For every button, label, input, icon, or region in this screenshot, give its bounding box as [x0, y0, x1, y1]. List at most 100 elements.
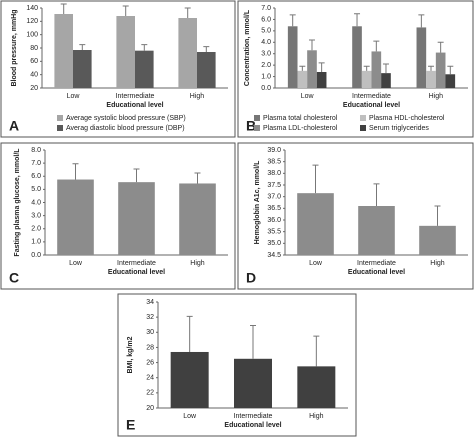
error-bar — [418, 14, 425, 28]
error-bar — [313, 335, 320, 367]
error-bar — [79, 44, 86, 50]
y-tick-label: 20 — [30, 85, 38, 92]
error-bar — [318, 62, 325, 72]
bar — [57, 179, 94, 255]
error-bar — [363, 65, 370, 71]
x-tick-label: High — [430, 260, 445, 267]
error-bar — [373, 40, 380, 52]
x-tick-label: Intermediate — [357, 260, 396, 267]
error-bar — [373, 183, 380, 206]
y-tick-label: 3.0 — [261, 51, 271, 58]
bar — [170, 351, 209, 408]
error-bar — [203, 46, 210, 52]
y-tick-label: 120 — [26, 18, 38, 25]
bar — [116, 16, 135, 88]
y-tick-label: 34 — [146, 299, 154, 306]
x-tick-label: Low — [301, 93, 315, 100]
error-bar — [122, 5, 129, 16]
y-tick-label: 38.0 — [267, 170, 281, 177]
y-tick-label: 40 — [30, 72, 38, 79]
bar — [419, 225, 456, 255]
bar — [426, 70, 436, 88]
y-tick-label: 39.0 — [267, 147, 281, 154]
error-bar — [308, 39, 315, 51]
legend-label: Serum triglycerides — [369, 125, 429, 132]
panel-label: E — [126, 417, 135, 433]
y-tick-label: 26 — [146, 359, 154, 366]
y-tick-label: 0.0 — [31, 252, 41, 259]
y-axis-title: Blood pressure, mmHg — [11, 9, 18, 86]
y-axis-title: Fasting plasma glucose, mmol/L — [14, 148, 21, 257]
y-tick-label: 3.0 — [31, 212, 41, 219]
y-tick-label: 1.0 — [261, 73, 271, 80]
y-tick-label: 20 — [146, 405, 154, 412]
y-tick-label: 4.0 — [31, 199, 41, 206]
y-tick-label: 140 — [26, 5, 38, 12]
x-axis-title: Educational level — [224, 422, 281, 429]
legend-label: Plasma total cholesterol — [263, 115, 338, 122]
y-tick-label: 5.0 — [31, 186, 41, 193]
bar — [297, 366, 336, 408]
bar — [361, 70, 372, 88]
bar — [287, 26, 298, 89]
panel-frame — [0, 142, 236, 290]
bar — [118, 182, 155, 255]
bar — [352, 26, 362, 89]
bar — [371, 51, 382, 88]
x-tick-label: High — [190, 260, 205, 267]
y-tick-label: 4.0 — [261, 39, 271, 46]
panel-frame — [237, 142, 474, 290]
x-tick-label: Low — [69, 260, 83, 267]
error-bar — [312, 164, 319, 194]
legend-label: Average systolic blood pressure (SBP) — [66, 115, 186, 122]
bar — [316, 72, 327, 88]
error-bar — [447, 65, 454, 75]
y-tick-label: 30 — [146, 329, 154, 336]
error-bar — [194, 172, 201, 184]
x-axis-title: Educational level — [108, 269, 165, 276]
error-bar — [437, 41, 444, 53]
bar — [135, 50, 154, 88]
y-tick-label: 36.5 — [267, 205, 281, 212]
bar — [54, 14, 73, 88]
y-tick-label: 34.5 — [267, 252, 281, 259]
bar — [416, 27, 427, 88]
y-axis-title: BMI, kg/m2 — [127, 336, 134, 373]
y-tick-label: 28 — [146, 344, 154, 351]
panel-label: B — [246, 118, 256, 134]
error-bar — [428, 65, 435, 71]
y-tick-label: 35.0 — [267, 240, 281, 247]
y-tick-label: 7.0 — [31, 160, 41, 167]
bar — [179, 183, 216, 255]
x-tick-label: High — [429, 93, 444, 100]
error-bar — [72, 163, 79, 180]
panel-label: A — [9, 118, 19, 134]
bar — [445, 74, 456, 88]
y-tick-label: 0.0 — [261, 85, 271, 92]
error-bar — [133, 168, 140, 183]
y-tick-label: 2.0 — [31, 226, 41, 233]
x-tick-label: High — [309, 413, 324, 420]
x-tick-label: Low — [67, 93, 81, 100]
y-axis-title: Concentration, mmol/L — [244, 9, 251, 86]
legend-label: Plasma HDL-cholesterol — [369, 115, 445, 122]
y-tick-label: 38.5 — [267, 159, 281, 166]
bar — [178, 18, 197, 88]
bar — [297, 193, 334, 255]
error-bar — [250, 324, 256, 359]
y-tick-label: 2.0 — [261, 62, 271, 69]
x-tick-label: Low — [183, 413, 197, 420]
y-tick-label: 5.0 — [261, 28, 271, 35]
x-tick-label: High — [190, 93, 205, 100]
error-bar — [141, 44, 148, 51]
panel-label: D — [246, 270, 256, 286]
y-tick-label: 35.5 — [267, 229, 281, 236]
legend-swatch — [360, 125, 366, 131]
y-tick-label: 37.5 — [267, 182, 281, 189]
y-tick-label: 37.0 — [267, 194, 281, 201]
x-tick-label: Intermediate — [116, 93, 155, 100]
bar — [197, 52, 216, 88]
y-tick-label: 100 — [26, 32, 38, 39]
x-axis-title: Educational level — [106, 102, 163, 109]
